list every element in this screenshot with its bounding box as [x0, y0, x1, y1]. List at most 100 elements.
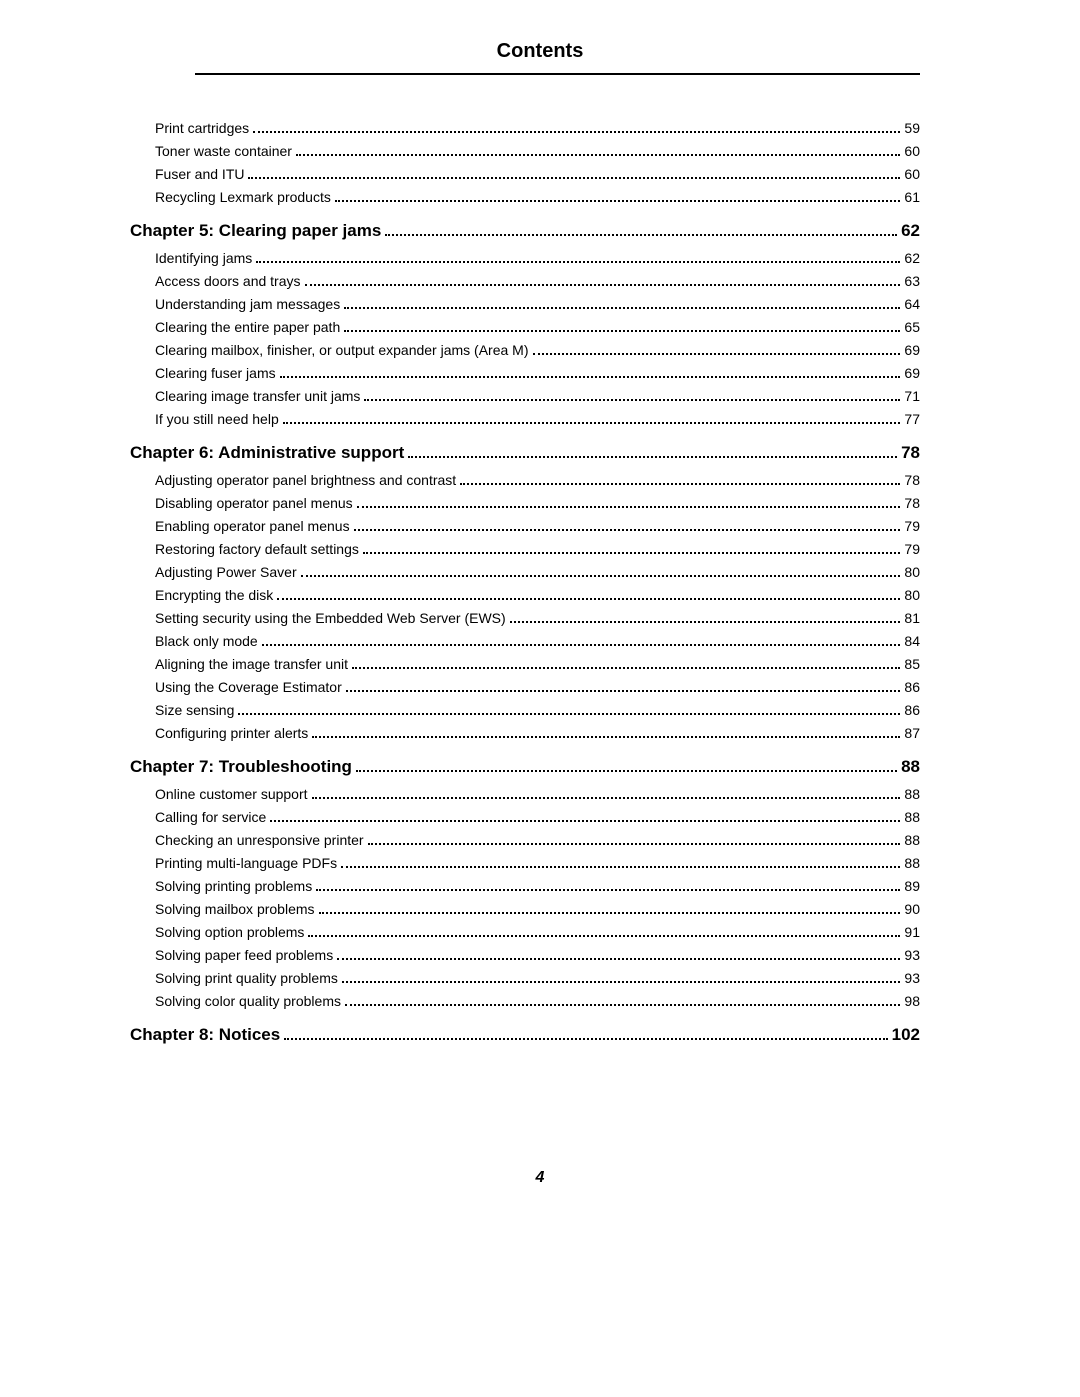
toc-entry: Black only mode 84 — [130, 633, 920, 649]
toc-entry-label: Clearing image transfer unit jams — [155, 388, 360, 404]
toc-entry-label: Solving color quality problems — [155, 993, 341, 1009]
toc-leader-dots — [312, 797, 901, 799]
toc-entry-page: 88 — [904, 809, 920, 825]
toc-entry-label: Configuring printer alerts — [155, 725, 308, 741]
toc-entry-page: 62 — [904, 250, 920, 266]
toc-entry-page: 61 — [904, 189, 920, 205]
toc-entry-page: 84 — [904, 633, 920, 649]
toc-chapter-heading: Chapter 6: Administrative support 78 — [130, 443, 920, 463]
toc-entry-page: 98 — [904, 993, 920, 1009]
toc-entry-label: Checking an unresponsive printer — [155, 832, 364, 848]
toc-entry: Clearing image transfer unit jams 71 — [130, 388, 920, 404]
toc-entry-page: 88 — [904, 855, 920, 871]
toc-entry: Disabling operator panel menus 78 — [130, 495, 920, 511]
toc-chapter-page: 88 — [901, 757, 920, 777]
toc-entry-label: Using the Coverage Estimator — [155, 679, 342, 695]
toc-entry: Size sensing 86 — [130, 702, 920, 718]
toc-leader-dots — [280, 376, 901, 378]
page-title: Contents — [130, 40, 950, 73]
toc-chapter-heading: Chapter 5: Clearing paper jams 62 — [130, 221, 920, 241]
page-number: 4 — [0, 1169, 1080, 1187]
toc-entry: Setting security using the Embedded Web … — [130, 610, 920, 626]
toc-entry: Clearing fuser jams 69 — [130, 365, 920, 381]
table-of-contents: Print cartridges 59 Toner waste containe… — [130, 120, 950, 1045]
toc-entry-label: Adjusting operator panel brightness and … — [155, 472, 456, 488]
toc-entry-page: 88 — [904, 786, 920, 802]
toc-entry: Restoring factory default settings 79 — [130, 541, 920, 557]
toc-entry: Configuring printer alerts 87 — [130, 725, 920, 741]
toc-entry-page: 63 — [904, 273, 920, 289]
toc-entry-page: 71 — [904, 388, 920, 404]
toc-entry: Solving color quality problems 98 — [130, 993, 920, 1009]
toc-entry-label: Solving printing problems — [155, 878, 312, 894]
toc-entry-page: 89 — [904, 878, 920, 894]
toc-entry-page: 90 — [904, 901, 920, 917]
toc-entry-page: 93 — [904, 947, 920, 963]
toc-entry-label: Print cartridges — [155, 120, 249, 136]
toc-entry-page: 88 — [904, 832, 920, 848]
toc-entry-page: 60 — [904, 143, 920, 159]
toc-entry-label: Black only mode — [155, 633, 258, 649]
toc-entry-label: Calling for service — [155, 809, 266, 825]
toc-leader-dots — [341, 866, 900, 868]
toc-entry-label: Encrypting the disk — [155, 587, 273, 603]
toc-entry-page: 80 — [904, 564, 920, 580]
toc-chapter-label: Chapter 7: Troubleshooting — [130, 757, 352, 777]
toc-entry-label: Understanding jam messages — [155, 296, 340, 312]
toc-entry-label: Solving print quality problems — [155, 970, 338, 986]
toc-entry: Solving print quality problems 93 — [130, 970, 920, 986]
toc-leader-dots — [319, 912, 901, 914]
toc-entry-label: Size sensing — [155, 702, 234, 718]
toc-entry-label: Fuser and ITU — [155, 166, 244, 182]
toc-entry-page: 64 — [904, 296, 920, 312]
toc-entry: Fuser and ITU 60 — [130, 166, 920, 182]
toc-entry-label: Online customer support — [155, 786, 308, 802]
toc-entry: Encrypting the disk 80 — [130, 587, 920, 603]
toc-entry-page: 86 — [904, 679, 920, 695]
toc-entry: Toner waste container 60 — [130, 143, 920, 159]
toc-leader-dots — [305, 284, 901, 286]
toc-entry: Checking an unresponsive printer 88 — [130, 832, 920, 848]
toc-entry-label: Solving paper feed problems — [155, 947, 333, 963]
toc-entry: Online customer support 88 — [130, 786, 920, 802]
toc-entry: If you still need help 77 — [130, 411, 920, 427]
toc-entry-label: Enabling operator panel menus — [155, 518, 350, 534]
toc-entry-label: Toner waste container — [155, 143, 292, 159]
toc-leader-dots — [335, 200, 901, 202]
toc-entry-page: 77 — [904, 411, 920, 427]
toc-chapter-page: 62 — [901, 221, 920, 241]
toc-entry-label: Adjusting Power Saver — [155, 564, 297, 580]
toc-entry: Calling for service 88 — [130, 809, 920, 825]
toc-leader-dots — [533, 353, 901, 355]
toc-leader-dots — [253, 131, 900, 133]
toc-leader-dots — [346, 690, 901, 692]
toc-entry-label: Clearing mailbox, finisher, or output ex… — [155, 342, 529, 358]
toc-leader-dots — [363, 552, 901, 554]
toc-entry-page: 78 — [904, 495, 920, 511]
toc-entry-label: Solving mailbox problems — [155, 901, 315, 917]
toc-leader-dots — [344, 307, 900, 309]
toc-entry: Adjusting Power Saver 80 — [130, 564, 920, 580]
toc-leader-dots — [344, 330, 900, 332]
toc-entry-page: 85 — [904, 656, 920, 672]
toc-entry-page: 81 — [904, 610, 920, 626]
toc-leader-dots — [368, 843, 901, 845]
toc-leader-dots — [364, 399, 900, 401]
toc-leader-dots — [262, 644, 901, 646]
toc-entry-label: If you still need help — [155, 411, 279, 427]
toc-entry-page: 79 — [904, 518, 920, 534]
toc-entry-page: 60 — [904, 166, 920, 182]
toc-entry-label: Access doors and trays — [155, 273, 301, 289]
toc-leader-dots — [510, 621, 901, 623]
toc-leader-dots — [296, 154, 900, 156]
toc-leader-dots — [283, 422, 901, 424]
toc-entry: Recycling Lexmark products 61 — [130, 189, 920, 205]
toc-entry: Clearing the entire paper path 65 — [130, 319, 920, 335]
toc-leader-dots — [312, 736, 900, 738]
toc-entry: Solving mailbox problems 90 — [130, 901, 920, 917]
toc-leader-dots — [352, 667, 900, 669]
toc-entry-page: 80 — [904, 587, 920, 603]
toc-entry-label: Restoring factory default settings — [155, 541, 359, 557]
toc-chapter-heading: Chapter 8: Notices 102 — [130, 1025, 920, 1045]
toc-entry-page: 91 — [904, 924, 920, 940]
